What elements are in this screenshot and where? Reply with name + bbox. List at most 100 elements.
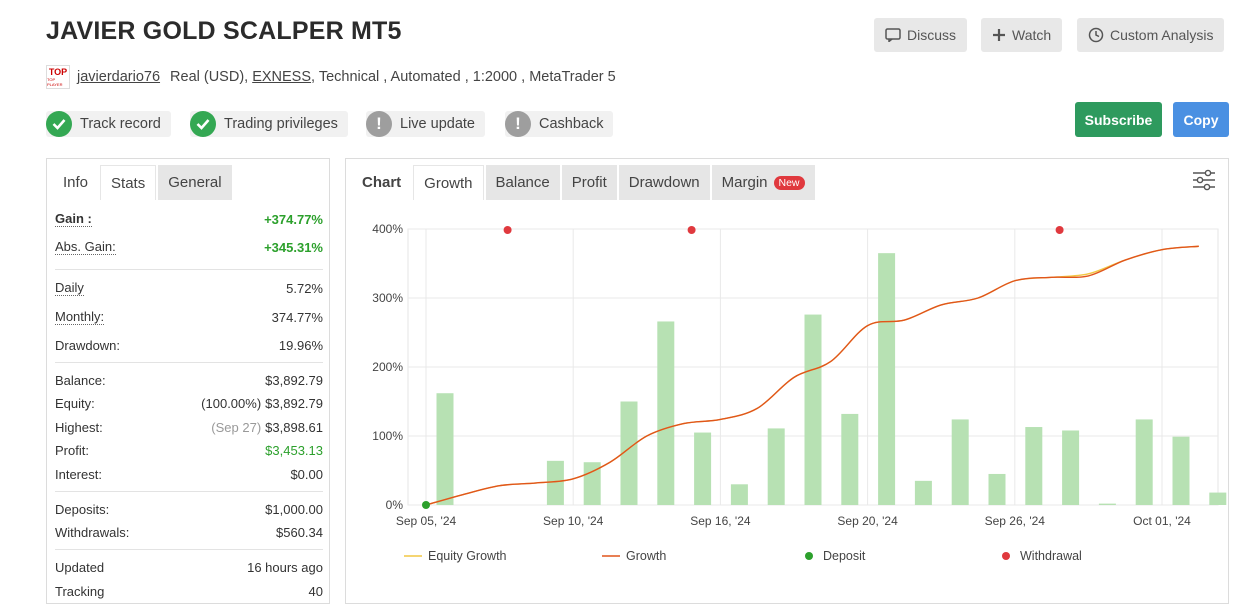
system-meta: TOP TOP PLAYER javierdario76 Real (USD),…: [46, 65, 616, 89]
legend-label: Growth: [626, 549, 666, 563]
tab-info[interactable]: Info: [63, 174, 89, 191]
stat-subvalue: (Sep 27): [211, 419, 262, 435]
stat-label[interactable]: Gain :: [55, 210, 92, 227]
withdrawal-marker: [1055, 226, 1064, 234]
stat-label: Interest:: [55, 466, 102, 482]
live-update-label: Live update: [400, 116, 475, 132]
stat-label: Tracking: [55, 583, 105, 599]
y-tick-label: 400%: [372, 222, 403, 236]
x-tick-label: Sep 16, '24: [690, 514, 751, 528]
stat-tracking: Tracking 40: [55, 581, 323, 601]
check-icon: [46, 111, 72, 137]
stat-balance: Balance: $3,892.79: [55, 370, 323, 390]
stat-label: Equity:: [55, 395, 95, 411]
cashback-badge[interactable]: ! Cashback: [505, 111, 614, 137]
chart-panel: 0% 100% 200% 300% 400% Sep 05, '24 Sep 10, '24…: [345, 158, 1229, 604]
new-badge: New: [773, 175, 805, 190]
track-record-badge[interactable]: Track record: [46, 111, 171, 137]
stat-equity: Equity: (100.00%) $3,892.79: [55, 393, 323, 413]
stat-value: 19.96%: [278, 337, 323, 353]
stat-value: +345.31%: [264, 239, 323, 255]
trading-privileges-badge[interactable]: Trading privileges: [190, 111, 348, 137]
stat-value: 5.72%: [286, 280, 323, 296]
watch-button[interactable]: Watch: [981, 18, 1063, 52]
stat-label: Drawdown:: [55, 337, 121, 353]
legend-withdrawal-swatch: [1002, 552, 1010, 560]
x-tick-label: Sep 05, '24: [396, 514, 457, 528]
chart-bar: [546, 460, 564, 505]
chart-bar: [951, 419, 969, 505]
legend-deposit-swatch: [805, 552, 813, 560]
avatar-text: TOP: [48, 66, 68, 77]
username-link[interactable]: javierdario76: [77, 69, 161, 85]
tab-general[interactable]: General: [158, 165, 232, 200]
legend-label: Equity Growth: [428, 549, 507, 563]
y-tick-label: 200%: [372, 360, 403, 374]
divider: [55, 269, 323, 270]
stat-drawdown: Drawdown: 19.96%: [55, 335, 323, 355]
divider: [55, 362, 323, 363]
chart-bar: [767, 428, 785, 505]
y-tick-label: 100%: [372, 429, 403, 443]
chart-bar: [804, 314, 822, 505]
stat-subvalue: (100.00%): [201, 395, 262, 411]
stat-label: Profit:: [55, 442, 89, 458]
tab-margin[interactable]: Margin New: [711, 165, 815, 200]
y-tick-label: 0%: [386, 498, 404, 512]
tab-drawdown[interactable]: Drawdown: [618, 165, 710, 200]
trading-privileges-label: Trading privileges: [224, 116, 338, 132]
discuss-button[interactable]: Discuss: [874, 18, 968, 52]
live-update-badge[interactable]: ! Live update: [366, 111, 485, 137]
avatar[interactable]: TOP TOP PLAYER: [46, 65, 70, 89]
stat-value: $3,898.61: [265, 419, 323, 435]
x-tick-label: Sep 10, '24: [543, 514, 604, 528]
stat-label: Balance:: [55, 372, 106, 388]
withdrawal-marker: [503, 226, 512, 234]
chart-bar: [1135, 419, 1153, 505]
tab-margin-label: Margin: [721, 174, 768, 191]
stat-value: $560.34: [276, 524, 323, 540]
stat-updated: Updated 16 hours ago: [55, 557, 323, 577]
exclamation-icon: !: [505, 111, 531, 137]
stat-label[interactable]: Abs. Gain:: [55, 238, 116, 255]
stat-label[interactable]: Monthly:: [55, 308, 105, 325]
stat-label: Updated: [55, 559, 105, 575]
stat-value: 40: [308, 583, 323, 599]
stat-value: +374.77%: [264, 211, 323, 227]
watch-label: Watch: [1012, 27, 1052, 43]
stat-value: $3,892.79: [265, 372, 323, 388]
stat-profit: Profit: $3,453.13: [55, 440, 323, 460]
stat-gain: Gain : +374.77%: [55, 209, 323, 229]
deposit-marker: [422, 501, 430, 509]
copy-button[interactable]: Copy: [1173, 102, 1229, 137]
stat-deposits: Deposits: $1,000.00: [55, 499, 323, 519]
stat-monthly: Monthly: 374.77%: [55, 307, 323, 327]
broker-link[interactable]: EXNESS: [252, 69, 312, 85]
growth-chart: 0% 100% 200% 300% 400% Sep 05, '24 Sep 10, '24…: [372, 222, 1227, 563]
tab-chart[interactable]: Chart: [362, 174, 402, 191]
subscribe-button[interactable]: Subscribe: [1075, 102, 1162, 137]
tab-balance[interactable]: Balance: [485, 165, 560, 200]
chart-tabs: Chart Growth Balance Profit Drawdown Mar…: [346, 159, 815, 200]
growth-line: [425, 245, 1199, 506]
custom-analysis-label: Custom Analysis: [1110, 27, 1214, 43]
tab-growth[interactable]: Growth: [413, 165, 484, 200]
y-tick-label: 300%: [372, 291, 403, 305]
chart-bar: [1172, 436, 1190, 505]
chart-settings-icon[interactable]: [1192, 169, 1216, 196]
x-tick-label: Sep 26, '24: [985, 514, 1046, 528]
track-record-label: Track record: [80, 116, 161, 132]
avatar-subtext: TOP PLAYER: [47, 76, 63, 87]
custom-analysis-button[interactable]: Custom Analysis: [1077, 18, 1225, 52]
chart-bar: [436, 393, 454, 505]
tab-stats[interactable]: Stats: [100, 165, 157, 200]
chart-bar: [694, 432, 712, 505]
chart-bar: [730, 484, 748, 505]
stat-value: $3,892.79: [265, 395, 323, 411]
page-title: JAVIER GOLD SCALPER MT5: [46, 17, 402, 45]
chart-bar: [620, 401, 638, 505]
stat-label[interactable]: Daily: [55, 279, 84, 296]
discuss-label: Discuss: [907, 27, 957, 43]
tab-profit[interactable]: Profit: [561, 165, 617, 200]
chart-bar: [657, 321, 675, 505]
